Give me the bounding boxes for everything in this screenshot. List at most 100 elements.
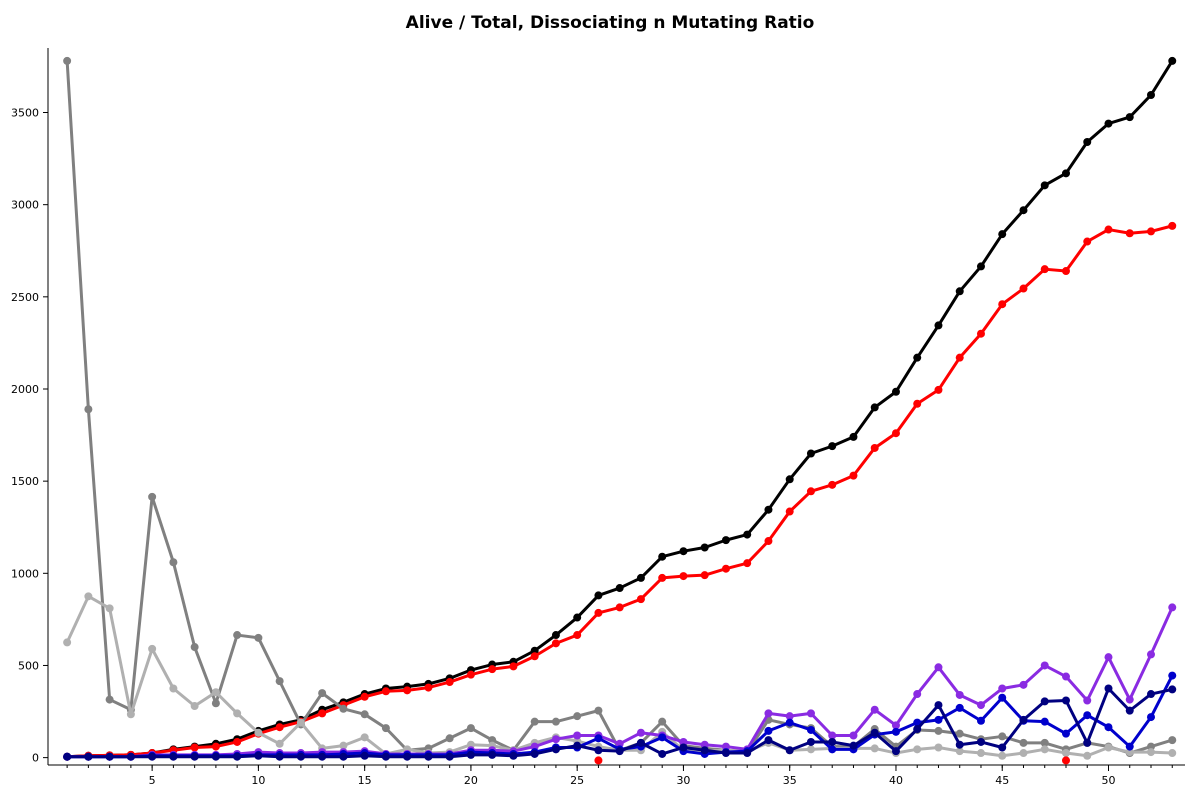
data-point [594,591,603,600]
data-point [148,492,157,501]
data-point [190,752,199,761]
data-point [955,740,964,749]
data-point [233,737,242,746]
data-point [488,736,497,745]
data-point [148,752,157,761]
data-point [530,646,539,655]
data-point [870,728,879,737]
data-point [1125,695,1134,704]
data-point [466,740,475,749]
data-point [254,633,263,642]
data-point [785,718,794,727]
data-point [1083,696,1092,705]
data-point [806,449,815,458]
data-point [275,752,284,761]
data-point [551,717,560,726]
y-tick-label: 3500 [11,107,39,120]
data-point [721,536,730,545]
data-point [636,595,645,604]
data-point [764,537,773,546]
data-point [211,688,220,697]
data-point [254,751,263,760]
data-point [169,558,178,567]
isolated-point [594,756,603,765]
data-point [998,230,1007,239]
data-point [190,643,199,652]
data-point [573,731,582,740]
data-point [509,751,518,760]
data-point [573,712,582,721]
data-point [424,752,433,761]
data-point [530,749,539,758]
data-point [63,56,72,65]
data-point [1040,181,1049,190]
data-point [743,559,752,568]
data-point [1019,738,1028,747]
data-point [976,716,985,725]
data-point [1040,265,1049,274]
data-point [700,571,709,580]
data-point [403,686,412,695]
data-point [891,429,900,438]
data-point [530,717,539,726]
data-point [743,749,752,758]
data-point [891,747,900,756]
data-point [1146,690,1155,699]
data-point [976,329,985,338]
data-point [1168,603,1177,612]
data-point [870,705,879,714]
data-point [551,745,560,754]
data-point [445,678,454,687]
data-point [679,743,688,752]
data-point [998,751,1007,760]
data-point [594,706,603,715]
data-point [913,399,922,408]
data-point [63,638,72,647]
data-point [424,683,433,692]
data-point [84,592,93,601]
data-point [275,739,284,748]
series-4 [63,592,1177,760]
data-point [488,665,497,674]
data-point [828,442,837,451]
data-point [488,750,497,759]
data-point [530,652,539,661]
data-point [998,743,1007,752]
data-point [1040,745,1049,754]
data-point [84,405,93,414]
data-point [998,684,1007,693]
data-point [1168,221,1177,230]
data-point [806,737,815,746]
series-3 [63,56,1177,758]
data-point [806,745,815,754]
data-point [296,718,305,727]
data-point [551,631,560,640]
data-point [828,731,837,740]
data-point [913,745,922,754]
data-point [1125,742,1134,751]
data-point [1040,697,1049,706]
data-point [721,749,730,758]
data-point [530,742,539,751]
data-point [233,631,242,640]
x-tick-label: 35 [783,774,797,787]
data-point [1146,227,1155,236]
data-point [764,505,773,514]
data-point [913,353,922,362]
data-point [466,724,475,733]
data-point [1083,751,1092,760]
x-tick-label: 45 [995,774,1009,787]
data-point [466,750,475,759]
series-7 [63,684,1177,761]
data-point [360,751,369,760]
data-point [1061,169,1070,178]
data-point [551,639,560,648]
data-point [1040,738,1049,747]
data-point [84,752,93,761]
data-point [1083,738,1092,747]
data-point [721,564,730,573]
data-point [594,608,603,617]
data-point [658,733,667,742]
data-point [148,644,157,653]
y-tick-label: 3000 [11,199,39,212]
